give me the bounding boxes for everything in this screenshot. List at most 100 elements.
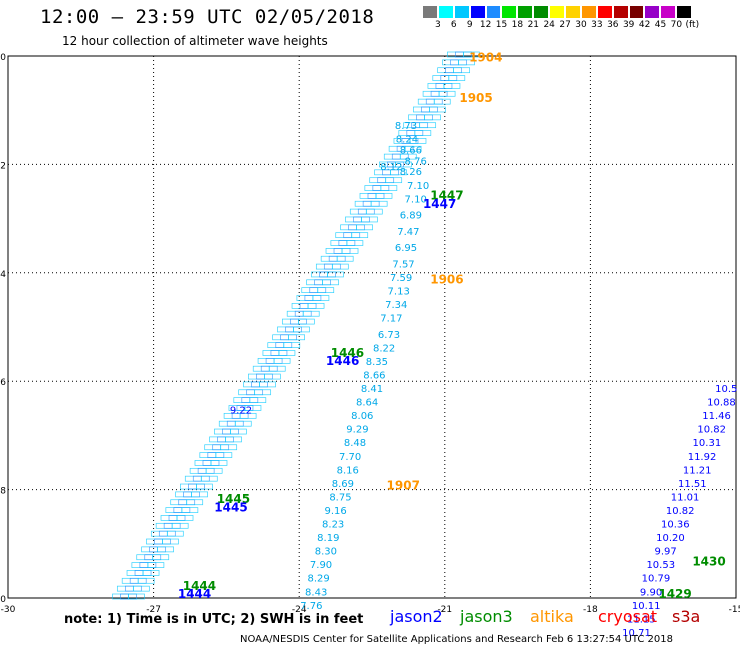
scale-swatch (612, 5, 629, 19)
swath-mark (404, 145, 422, 152)
swath-mark (341, 248, 359, 254)
swh-value-label: 8.26 (400, 167, 422, 178)
scale-swatch (533, 5, 550, 19)
scale-label: 15 (495, 20, 508, 30)
swh-value-label: 8.76 (405, 156, 427, 167)
swath-mark (147, 562, 165, 568)
dense-track-swath (112, 51, 480, 600)
swh-value-label: 8.29 (307, 574, 329, 585)
swath-mark (448, 75, 466, 81)
swh-value-label: 7.90 (310, 560, 332, 571)
swh-value-label: 6.73 (378, 330, 400, 341)
y-tick-label: -38 (0, 487, 6, 497)
swath-mark (443, 83, 461, 89)
scale-label: 24 (543, 20, 555, 30)
scale-label: 27 (559, 20, 571, 30)
swh-value-label: 7.76 (300, 601, 322, 612)
swh-value-label: 10.88 (707, 398, 736, 409)
swh-value-label: 8.30 (315, 547, 337, 558)
y-tick-label: -36 (0, 378, 6, 388)
swath-mark (385, 177, 403, 184)
swath-mark (205, 467, 223, 474)
scale-swatch (517, 5, 534, 19)
swath-mark (283, 342, 301, 348)
swath-mark (162, 538, 179, 545)
swh-value-label: 10.71 (622, 628, 651, 639)
swh-value-label: 9.29 (346, 425, 368, 436)
swath-mark (176, 515, 194, 521)
swh-value-label: 7.13 (388, 286, 410, 297)
scale-label: 39 (622, 20, 635, 30)
swath-mark (152, 554, 170, 561)
swath-mark (264, 373, 281, 380)
swath-mark (137, 577, 155, 584)
swath-mark (225, 436, 242, 443)
swh-value-label: 10.82 (666, 506, 695, 517)
scale-label: 45 (654, 20, 667, 30)
pass-time-label: 1904 (469, 50, 502, 64)
scale-label: 70 (670, 20, 683, 30)
swath-mark (171, 522, 189, 529)
color-scale-labels: 3 6 9 12 15 18 21 24 27 30 33 36 39 42 45 70 (ft) (422, 19, 699, 31)
legend-altika: altika (530, 607, 574, 626)
scale-swatch (660, 5, 677, 19)
swath-mark (429, 106, 446, 113)
legend-cryosat: cryosat (598, 607, 658, 626)
swh-value-label: 7.10 (405, 194, 427, 205)
credit-line: NOAA/NESDIS Center for Satellite Applica… (240, 634, 673, 645)
swh-value-label: 9.16 (324, 506, 346, 517)
swh-value-label: 7.47 (397, 227, 419, 238)
swath-mark (380, 185, 398, 191)
scale-swatch (437, 5, 454, 19)
chart-title: 12:00 – 23:59 UTC 02/05/2018 (40, 6, 375, 28)
swh-value-label: 10.53 (646, 560, 675, 571)
swath-mark (273, 357, 291, 364)
y-tick-label: -34 (0, 270, 6, 280)
swath-mark (409, 138, 427, 144)
pass-time-label: 1906 (430, 273, 463, 287)
swath-mark (331, 263, 349, 270)
scale-label: 30 (575, 20, 587, 30)
swath-mark (307, 303, 325, 309)
swath-mark (210, 460, 228, 466)
swath-mark (365, 208, 383, 215)
swh-value-label: 10.36 (661, 520, 690, 531)
chart-subtitle: 12 hour collection of altimeter wave hei… (62, 34, 328, 48)
swh-value-label: 8.35 (366, 357, 388, 368)
swath-mark (268, 365, 286, 372)
pass-time-label: 1430 (692, 554, 725, 568)
swath-mark (220, 444, 238, 451)
swath-mark (433, 98, 451, 105)
swath-mark (249, 397, 267, 403)
pass-time-label: 1905 (459, 91, 492, 105)
swh-value-label: 7.34 (385, 300, 407, 311)
wave-height-color-scale: 3 6 9 12 15 18 21 24 27 30 33 36 39 42 45 70 (ft) (422, 5, 699, 31)
swath-mark (166, 530, 184, 537)
swath-mark (196, 483, 213, 490)
pass-time-label: 1907 (387, 479, 420, 493)
swh-value-label: 8.66 (400, 146, 422, 157)
swh-value-label: 8.75 (329, 492, 351, 503)
footer-note: note: 1) Time is in UTC; 2) SWH is in fe… (64, 612, 364, 627)
pass-time-label: 1444 (178, 587, 211, 601)
swath-mark (128, 593, 145, 600)
legend-jason2: jason2 (390, 607, 443, 626)
scale-label: 9 (466, 20, 473, 30)
swh-value-label: 7.17 (380, 314, 402, 325)
swh-value-label: 8.16 (337, 465, 359, 476)
scale-swatch (596, 5, 613, 19)
swath-mark (132, 585, 150, 592)
legend-jason3: jason3 (460, 607, 513, 626)
swath-mark (293, 326, 310, 333)
swh-value-label: 10.31 (693, 438, 722, 449)
swh-value-label: 10.20 (656, 533, 685, 544)
pass-time-label: 1447 (423, 197, 456, 211)
x-tick-label: -30 (1, 605, 16, 615)
swh-value-label: 10.11 (632, 601, 661, 612)
y-tick-label: -40 (0, 595, 6, 605)
x-tick-label: -24 (292, 605, 307, 615)
swh-value-label: 8.12 (380, 162, 402, 173)
swath-mark (370, 200, 388, 207)
scale-label: 42 (638, 20, 651, 30)
